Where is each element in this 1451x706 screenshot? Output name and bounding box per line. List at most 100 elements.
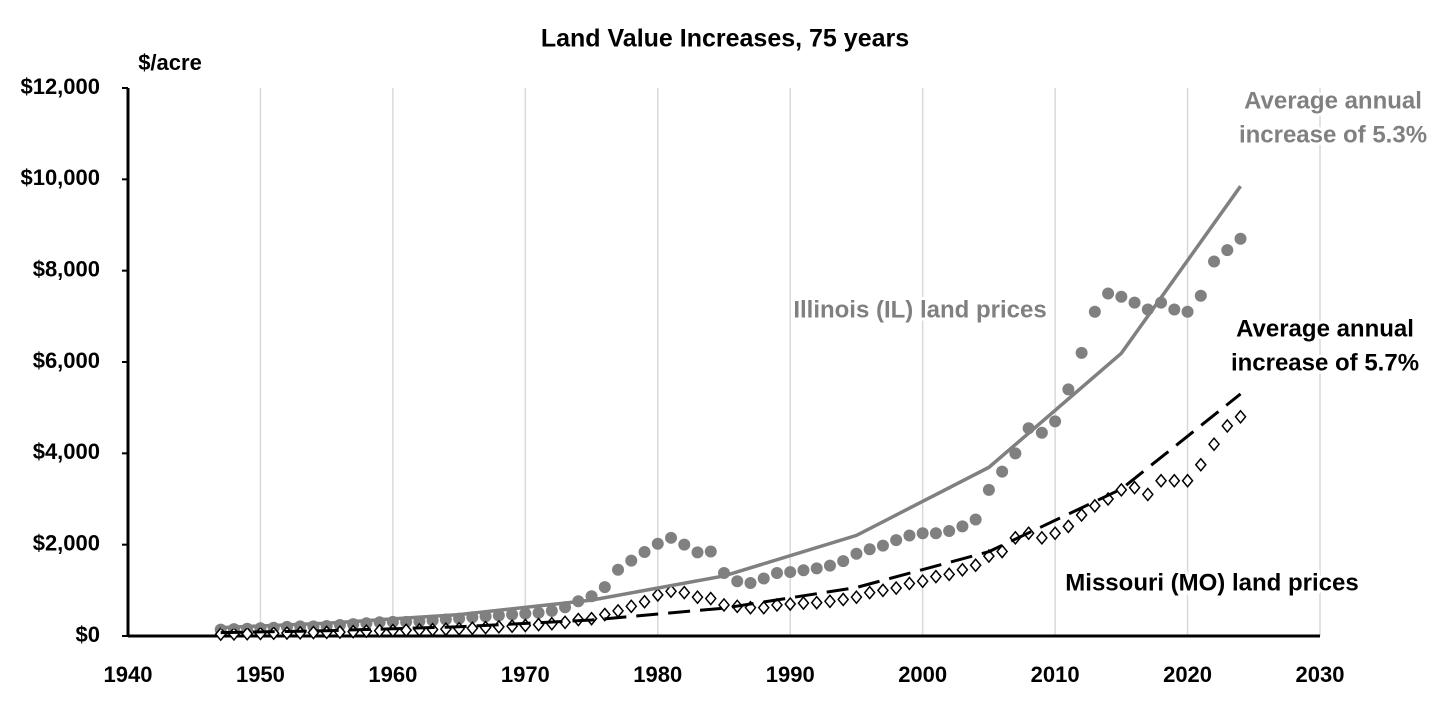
- y-tick-label: $12,000: [20, 74, 100, 99]
- annotation: Average annual: [1236, 315, 1414, 342]
- il-point: [757, 572, 770, 585]
- il-point: [1221, 244, 1234, 257]
- il-point: [1075, 346, 1088, 359]
- mo-point: [797, 595, 810, 611]
- mo-point: [665, 584, 677, 599]
- mo-point: [691, 590, 704, 605]
- il-point: [969, 513, 982, 526]
- il-point: [545, 604, 558, 617]
- mo-point: [678, 585, 691, 600]
- x-tick-label: 1970: [501, 662, 550, 687]
- il-point: [519, 607, 532, 620]
- mo-point: [1208, 437, 1221, 452]
- mo-point: [1168, 473, 1181, 488]
- mo-point: [1128, 480, 1141, 495]
- mo-point: [1234, 409, 1247, 424]
- il-point: [532, 606, 545, 619]
- il-point: [625, 554, 638, 567]
- mo-point: [916, 574, 929, 589]
- il-point: [1128, 296, 1141, 309]
- il-point: [784, 566, 797, 579]
- il-point: [744, 577, 757, 590]
- mo-point: [453, 621, 466, 636]
- y-tick-label: $10,000: [20, 165, 100, 190]
- y-tick-label: $8,000: [33, 256, 100, 281]
- trend-line: [220, 392, 1242, 635]
- il-point: [598, 581, 611, 594]
- il-point: [1234, 232, 1247, 245]
- mo-point: [1194, 457, 1207, 472]
- mo-point: [532, 617, 545, 632]
- mo-point: [479, 620, 492, 635]
- il-point: [823, 559, 836, 572]
- x-tick-label: 1940: [104, 662, 153, 687]
- annotation: increase of 5.3%: [1239, 121, 1427, 148]
- il-point: [797, 564, 810, 577]
- x-tick-label: 1960: [368, 662, 417, 687]
- mo-point: [492, 619, 505, 635]
- mo-point: [1088, 498, 1101, 514]
- mo-point: [771, 597, 783, 613]
- il-point: [863, 543, 876, 556]
- mo-point: [810, 595, 823, 610]
- mo-point: [625, 599, 638, 614]
- mo-point: [1075, 507, 1088, 523]
- il-point: [1062, 383, 1075, 396]
- il-point: [943, 524, 956, 537]
- il-point: [492, 609, 505, 622]
- mo-point: [969, 558, 982, 573]
- mo-point: [241, 626, 254, 641]
- x-tick-label: 1990: [766, 662, 815, 687]
- mo-point: [1115, 482, 1128, 498]
- il-point: [850, 547, 863, 560]
- series-label: Illinois (IL) land prices: [793, 296, 1046, 323]
- mo-point: [943, 567, 956, 582]
- il-point: [678, 538, 691, 551]
- il-point: [506, 608, 519, 621]
- il-point: [876, 539, 889, 552]
- annotation: increase of 5.7%: [1231, 349, 1419, 376]
- il-point: [982, 483, 995, 496]
- il-point: [1035, 426, 1048, 439]
- il-point: [1115, 290, 1128, 303]
- il-point: [770, 566, 783, 579]
- mo-point: [757, 600, 770, 615]
- mo-point: [903, 576, 916, 591]
- y-tick-label: $0: [76, 622, 100, 647]
- il-point: [1088, 305, 1101, 318]
- il-point: [903, 529, 916, 542]
- mo-point: [718, 597, 730, 613]
- il-point: [1168, 303, 1181, 316]
- y-tick-label: $2,000: [33, 530, 100, 555]
- il-point: [731, 575, 744, 588]
- mo-point: [784, 596, 797, 612]
- il-point: [1102, 287, 1115, 300]
- y-tick-label: $4,000: [33, 439, 100, 464]
- il-point: [1208, 255, 1221, 268]
- mo-point: [929, 569, 942, 584]
- il-point: [916, 527, 929, 540]
- mo-point: [1062, 519, 1075, 534]
- mo-point: [612, 603, 625, 619]
- mo-point: [704, 591, 717, 606]
- chart-title: Land Value Increases, 75 years: [541, 25, 909, 53]
- trend-line: [220, 185, 1242, 630]
- mo-point: [466, 621, 479, 636]
- mo-point: [519, 618, 532, 633]
- mo-point: [1155, 473, 1168, 488]
- mo-point: [863, 585, 876, 600]
- mo-point: [837, 592, 850, 607]
- il-point: [929, 527, 942, 540]
- mo-point: [1035, 530, 1048, 545]
- x-tick-label: 2000: [898, 662, 947, 687]
- il-point: [704, 545, 717, 558]
- il-point: [1049, 415, 1062, 428]
- il-point: [651, 537, 664, 550]
- mo-point: [823, 594, 836, 609]
- x-tick-label: 1950: [236, 662, 285, 687]
- x-tick-label: 2020: [1163, 662, 1212, 687]
- mo-point: [1181, 473, 1194, 488]
- il-point: [638, 545, 651, 558]
- mo-point: [876, 583, 889, 598]
- il-point: [691, 546, 704, 559]
